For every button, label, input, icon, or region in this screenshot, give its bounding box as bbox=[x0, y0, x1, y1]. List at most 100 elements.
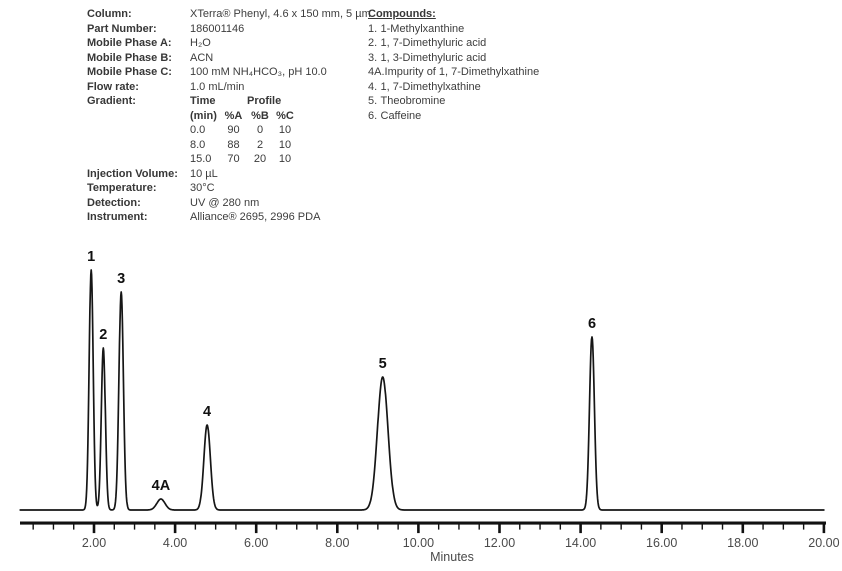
x-axis-major-tick bbox=[254, 524, 258, 534]
x-axis-tick-label: 4.00 bbox=[163, 536, 187, 550]
compound-item: 4. 1, 7-Dimethylxathine bbox=[368, 80, 539, 95]
x-axis-minor-tick bbox=[559, 524, 562, 530]
gradient-data-rows: 0.0 90 0 10 8.0 88 2 10 15.0 70 20 10 bbox=[190, 123, 297, 167]
method-label: Mobile Phase C: bbox=[87, 66, 172, 78]
method-conditions: Column: XTerra® Phenyl, 4.6 x 150 mm, 5 µ… bbox=[87, 7, 371, 225]
gradient-cell-time: 8.0 bbox=[190, 138, 206, 151]
gradient-table: Time Profile (min) %A %B %C 0.0 90 0 10 8.0 8… bbox=[190, 94, 297, 167]
x-axis-tick-label: 6.00 bbox=[244, 536, 268, 550]
x-axis-major-tick bbox=[741, 524, 745, 534]
gradient-cell-time: 0.0 bbox=[190, 124, 206, 136]
gradient-data-row: 8.0 88 2 10 bbox=[190, 138, 297, 153]
gradient-data-row: 15.0 70 20 10 bbox=[190, 152, 297, 167]
method-row: Mobile Phase A: H₂O bbox=[87, 36, 371, 51]
x-axis-minor-tick bbox=[194, 524, 197, 530]
compound-item: 4A.Impurity of 1, 7-Dimethylxathine bbox=[368, 65, 539, 80]
peak-label-1: 1 bbox=[87, 249, 95, 265]
method-row: Detection: UV @ 280 nm bbox=[87, 196, 371, 211]
x-axis-title: Minutes bbox=[430, 550, 474, 564]
x-axis-minor-tick bbox=[600, 524, 602, 530]
x-axis-minor-tick bbox=[478, 524, 480, 530]
x-axis-tick-label: 2.00 bbox=[82, 536, 106, 550]
x-axis-minor-tick bbox=[620, 524, 622, 530]
x-axis-minor-tick bbox=[154, 524, 156, 530]
compound-number: 1. bbox=[368, 22, 378, 35]
x-axis-minor-tick bbox=[133, 524, 136, 530]
compound-item: 5. Theobromine bbox=[368, 94, 539, 109]
compound-name: 1, 7-Dimethylxathine bbox=[380, 80, 481, 93]
method-row: Mobile Phase B: ACN bbox=[87, 51, 371, 66]
x-axis-major-tick bbox=[579, 524, 582, 534]
gradient-header-pct-a: %A bbox=[224, 109, 243, 122]
x-axis-minor-tick bbox=[519, 524, 521, 530]
x-axis-tick-label: 14.00 bbox=[565, 536, 596, 550]
x-axis-minor-tick bbox=[802, 524, 805, 530]
x-axis-major-tick bbox=[822, 524, 826, 534]
method-value: 1.0 mL/min bbox=[190, 80, 245, 93]
method-label: Injection Volume: bbox=[87, 167, 178, 180]
method-value: ACN bbox=[190, 51, 214, 64]
x-axis-minor-tick bbox=[782, 524, 785, 530]
peak-label-5: 5 bbox=[379, 356, 387, 372]
gradient-cell-pct-c: 10 bbox=[278, 153, 292, 165]
method-rows-bottom: Injection Volume: 10 µL Temperature: 30°C De… bbox=[87, 167, 371, 225]
gradient-header-pct-c: %C bbox=[276, 109, 294, 122]
method-value: Alliance® 2695, 2996 PDA bbox=[190, 211, 321, 223]
compound-name: Caffeine bbox=[380, 109, 422, 122]
peak-label-3: 3 bbox=[117, 271, 125, 287]
x-axis-minor-tick bbox=[113, 524, 115, 530]
gradient-cell-pct-a: 88 bbox=[227, 138, 240, 151]
gradient-header-row-1: Time Profile bbox=[190, 94, 297, 109]
method-value: UV @ 280 nm bbox=[190, 196, 260, 209]
method-row: Part Number: 186001146 bbox=[87, 22, 371, 37]
gradient-data-row: 0.0 90 0 10 bbox=[190, 123, 297, 138]
x-axis-minor-tick bbox=[235, 524, 237, 530]
x-axis-minor-tick bbox=[701, 524, 703, 530]
method-value: 30°C bbox=[190, 182, 215, 194]
method-row: Instrument: Alliance® 2695, 2996 PDA bbox=[87, 210, 371, 225]
gradient-cell-pct-a: 70 bbox=[227, 153, 240, 165]
compound-item: 6. Caffeine bbox=[368, 109, 539, 124]
gradient-header-time: Time bbox=[190, 95, 216, 107]
method-value: 10 µL bbox=[190, 167, 218, 180]
x-axis-minor-tick bbox=[296, 524, 298, 530]
compound-item: 3. 1, 3-Dimethyluric acid bbox=[368, 51, 539, 66]
gradient-cell-pct-b: 0 bbox=[256, 124, 264, 136]
gradient-cell-pct-b: 2 bbox=[256, 138, 264, 151]
method-row: Mobile Phase C: 100 mM NH₄HCO₃, pH 10.0 bbox=[87, 65, 371, 80]
compound-number: 2. bbox=[368, 37, 378, 49]
x-axis-major-tick bbox=[417, 524, 420, 534]
chromatogram-trace bbox=[19, 269, 825, 511]
x-axis-major-tick bbox=[498, 524, 501, 534]
compounds-legend: Compounds: 1. 1-Methylxanthine 2. 1, 7-Dime… bbox=[368, 7, 539, 123]
method-label: Temperature: bbox=[87, 182, 157, 194]
x-axis-minor-tick bbox=[32, 524, 34, 530]
method-row: Column: XTerra® Phenyl, 4.6 x 150 mm, 5 µ… bbox=[87, 7, 371, 22]
method-value: 186001146 bbox=[190, 22, 245, 35]
compound-item: 2. 1, 7-Dimethyluric acid bbox=[368, 36, 539, 51]
method-rows-top: Column: XTerra® Phenyl, 4.6 x 150 mm, 5 µ… bbox=[87, 7, 371, 94]
gradient-cell-pct-a: 90 bbox=[227, 124, 240, 136]
gradient-header-pct-b: %B bbox=[251, 109, 269, 122]
gradient-cell-pct-c: 10 bbox=[278, 138, 292, 151]
x-axis-minor-tick bbox=[397, 524, 399, 530]
method-value: XTerra® Phenyl, 4.6 x 150 mm, 5 µm bbox=[190, 8, 371, 20]
gradient-header-min: (min) bbox=[190, 109, 217, 122]
x-axis-minor-tick bbox=[52, 524, 55, 530]
gradient-cell-pct-c: 10 bbox=[278, 124, 292, 136]
x-axis-minor-tick bbox=[458, 524, 460, 530]
x-axis-tick-label: 18.00 bbox=[727, 536, 758, 550]
x-axis-minor-tick bbox=[437, 524, 440, 530]
compounds-list: 1. 1-Methylxanthine 2. 1, 7-Dimethyluric ac… bbox=[368, 22, 539, 124]
method-row: Temperature: 30°C bbox=[87, 181, 371, 196]
x-axis-major-tick bbox=[660, 524, 663, 534]
compounds-title: Compounds: bbox=[368, 8, 436, 20]
x-axis-tick-label: 16.00 bbox=[646, 536, 677, 550]
x-axis-minor-tick bbox=[681, 524, 683, 530]
peak-label-4A: 4A bbox=[152, 478, 171, 494]
method-label: Instrument: bbox=[87, 211, 148, 223]
x-axis-tick-label: 8.00 bbox=[325, 536, 349, 550]
x-axis-line bbox=[20, 521, 826, 525]
x-axis-major-tick bbox=[173, 524, 177, 534]
gradient-cell-pct-b: 20 bbox=[253, 153, 267, 165]
